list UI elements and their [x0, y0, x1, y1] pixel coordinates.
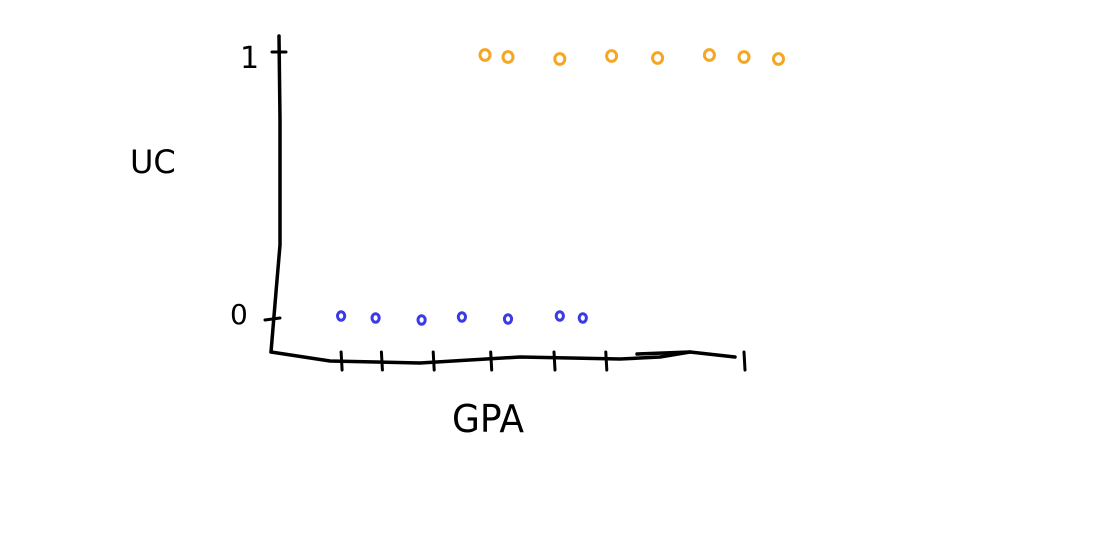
data-point	[772, 52, 785, 66]
y-axis-line	[269, 34, 282, 354]
x-tick-mark	[431, 350, 436, 372]
data-point	[737, 50, 751, 64]
data-point	[370, 312, 381, 324]
data-point	[478, 48, 492, 62]
data-point	[554, 310, 565, 322]
x-tick-mark	[339, 350, 344, 372]
data-point	[336, 310, 347, 322]
x-tick-mark	[604, 350, 609, 372]
data-point	[651, 51, 665, 65]
y-axis-label: UC	[130, 143, 176, 181]
data-point	[553, 52, 567, 66]
x-tick-mark	[489, 350, 494, 372]
x-axis-arrow-stroke	[635, 350, 692, 356]
data-point	[501, 50, 515, 64]
data-point	[502, 313, 514, 325]
data-point	[416, 314, 427, 326]
y-tick-label-1: 1	[240, 41, 259, 76]
x-tick-mark	[742, 350, 747, 372]
data-points	[336, 48, 785, 326]
data-point	[456, 311, 467, 323]
x-tick-mark	[379, 350, 384, 372]
x-axis-label: GPA	[452, 397, 524, 441]
x-tick-mark	[552, 350, 557, 372]
data-point	[605, 49, 619, 63]
x-ticks	[339, 350, 747, 372]
data-point	[702, 48, 716, 62]
y-tick-label-0: 0	[230, 298, 248, 331]
y-tick-mark-0	[263, 316, 282, 322]
data-point	[577, 312, 588, 324]
